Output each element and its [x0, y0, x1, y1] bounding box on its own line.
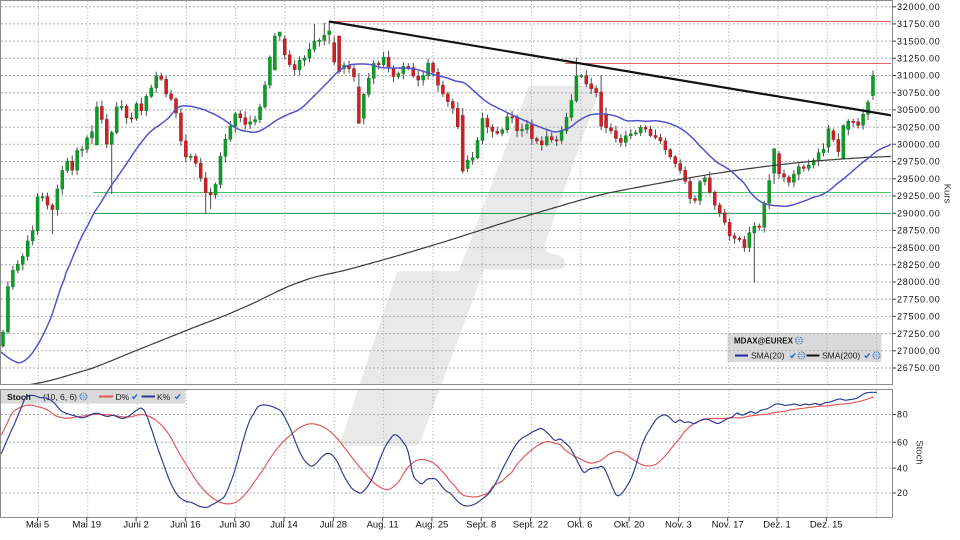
svg-text:28750.00: 28750.00: [897, 226, 941, 236]
svg-text:MDAX@EUREX: MDAX@EUREX: [734, 337, 794, 346]
svg-text:27500.00: 27500.00: [897, 312, 941, 322]
svg-text:Mai 5: Mai 5: [26, 520, 49, 531]
svg-text:Stoch: Stoch: [914, 440, 925, 464]
svg-text:Kurs: Kurs: [942, 184, 953, 204]
svg-text:30250.00: 30250.00: [897, 122, 941, 132]
svg-text:Nov. 17: Nov. 17: [712, 520, 744, 531]
svg-text:40: 40: [897, 463, 909, 473]
svg-text:28500.00: 28500.00: [897, 243, 941, 253]
svg-text:Juli 28: Juli 28: [320, 520, 347, 531]
svg-text:30500.00: 30500.00: [897, 105, 941, 115]
svg-text:Juni 2: Juni 2: [123, 520, 148, 531]
svg-text:30750.00: 30750.00: [897, 88, 941, 98]
svg-text:29000.00: 29000.00: [897, 208, 941, 218]
svg-text:D%: D%: [116, 392, 130, 402]
svg-text:27000.00: 27000.00: [897, 346, 941, 356]
svg-text:Aug. 25: Aug. 25: [416, 520, 449, 531]
svg-text:26750.00: 26750.00: [897, 363, 941, 373]
svg-text:28000.00: 28000.00: [897, 277, 941, 287]
svg-text:27750.00: 27750.00: [897, 294, 941, 304]
svg-text:80: 80: [897, 410, 909, 420]
svg-text:28250.00: 28250.00: [897, 260, 941, 270]
svg-text:Sept. 22: Sept. 22: [513, 520, 548, 531]
svg-text:Nov. 3: Nov. 3: [665, 520, 692, 531]
svg-text:27250.00: 27250.00: [897, 329, 941, 339]
svg-text:Mai 19: Mai 19: [73, 520, 102, 531]
svg-text:29250.00: 29250.00: [897, 191, 941, 201]
svg-text:29750.00: 29750.00: [897, 157, 941, 167]
svg-text:31750.00: 31750.00: [897, 19, 941, 29]
svg-text:Aug. 11: Aug. 11: [367, 520, 399, 531]
svg-text:(10, 6, 6): (10, 6, 6): [43, 392, 77, 402]
svg-text:Stoch: Stoch: [7, 392, 31, 402]
svg-text:Juni 30: Juni 30: [219, 520, 250, 531]
svg-text:K%: K%: [157, 392, 171, 402]
svg-text:31000.00: 31000.00: [897, 71, 941, 81]
svg-text:Sept. 8: Sept. 8: [466, 520, 496, 531]
svg-text:60: 60: [897, 438, 909, 448]
svg-text:31250.00: 31250.00: [897, 54, 941, 64]
svg-text:Juli 14: Juli 14: [270, 520, 297, 531]
svg-text:29500.00: 29500.00: [897, 174, 941, 184]
svg-text:Okt. 20: Okt. 20: [614, 520, 645, 531]
svg-text:Dez. 15: Dez. 15: [810, 520, 843, 531]
svg-text:Juni 16: Juni 16: [170, 520, 201, 531]
svg-text:Dez. 1: Dez. 1: [763, 520, 790, 531]
svg-text:20: 20: [897, 488, 909, 498]
svg-text:Okt. 6: Okt. 6: [567, 520, 592, 531]
svg-text:SMA(200): SMA(200): [822, 351, 860, 361]
svg-text:30000.00: 30000.00: [897, 140, 941, 150]
svg-text:32000.00: 32000.00: [897, 2, 941, 12]
svg-text:31500.00: 31500.00: [897, 36, 941, 46]
svg-text:SMA(20): SMA(20): [751, 351, 785, 361]
